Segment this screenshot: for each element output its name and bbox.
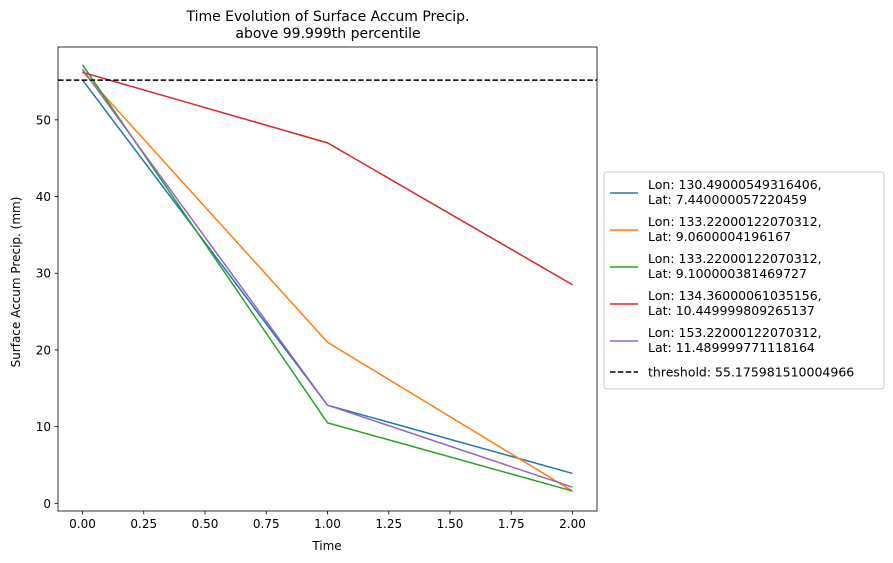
legend-label-threshold: threshold: 55.175981510004966	[648, 365, 854, 380]
series-line-1	[81, 79, 573, 475]
y-tick-label: 0	[43, 497, 51, 511]
x-tick-label: 1.00	[314, 517, 341, 531]
legend-label: Lon: 130.49000549316406,	[648, 177, 822, 192]
legend-label: Lon: 133.22000122070312,	[648, 214, 822, 229]
y-tick-label: 30	[36, 267, 51, 281]
x-tick-label: 1.50	[437, 517, 464, 531]
legend-label: Lat: 9.100000381469727	[648, 266, 807, 281]
series-line-4	[82, 71, 573, 286]
y-tick-label: 40	[36, 190, 51, 204]
series-line-5	[81, 68, 573, 488]
plot-area	[58, 64, 597, 492]
legend-label: Lat: 10.449999809265137	[648, 303, 815, 318]
x-tick-label: 1.25	[375, 517, 402, 531]
legend-label: Lon: 134.36000061035156,	[648, 288, 822, 303]
legend-label: Lat: 7.440000057220459	[648, 192, 807, 207]
legend-box	[603, 171, 885, 390]
y-axis-label: Surface Accum Precip. (mm)	[9, 197, 23, 368]
y-tick-label: 10	[36, 420, 51, 434]
x-axis-label: Time	[311, 539, 341, 553]
chart-subtitle: above 99.999th percentile	[235, 26, 420, 42]
x-tick-label: 1.75	[498, 517, 525, 531]
x-tick-label: 0.25	[130, 517, 157, 531]
y-tick-label: 50	[36, 113, 51, 127]
series-line-2	[81, 71, 573, 492]
legend-label: Lat: 11.489999771118164	[648, 340, 815, 355]
legend-label: Lon: 133.22000122070312,	[648, 251, 822, 266]
axes: 0.00 0.25 0.50 0.75 1.00 1.25 1.50 1.75 2.00 0 10 2…	[36, 46, 598, 531]
legend-label: Lat: 9.0600004196167	[648, 229, 791, 244]
x-tick-label: 0.00	[69, 517, 96, 531]
x-tick-label: 2.00	[559, 517, 586, 531]
x-tick-label: 0.75	[253, 517, 280, 531]
legend: Lon: 130.49000549316406,Lat: 7.440000057…	[603, 171, 885, 390]
x-tick-label: 0.50	[192, 517, 219, 531]
y-tick-label: 20	[36, 343, 51, 357]
chart-title: Time Evolution of Surface Accum Precip.	[185, 9, 469, 25]
legend-label: Lon: 153.22000122070312,	[648, 325, 822, 340]
series-line-3	[81, 64, 573, 492]
axes-frame	[57, 46, 598, 512]
chart-title-group: Time Evolution of Surface Accum Precip. …	[185, 9, 469, 42]
